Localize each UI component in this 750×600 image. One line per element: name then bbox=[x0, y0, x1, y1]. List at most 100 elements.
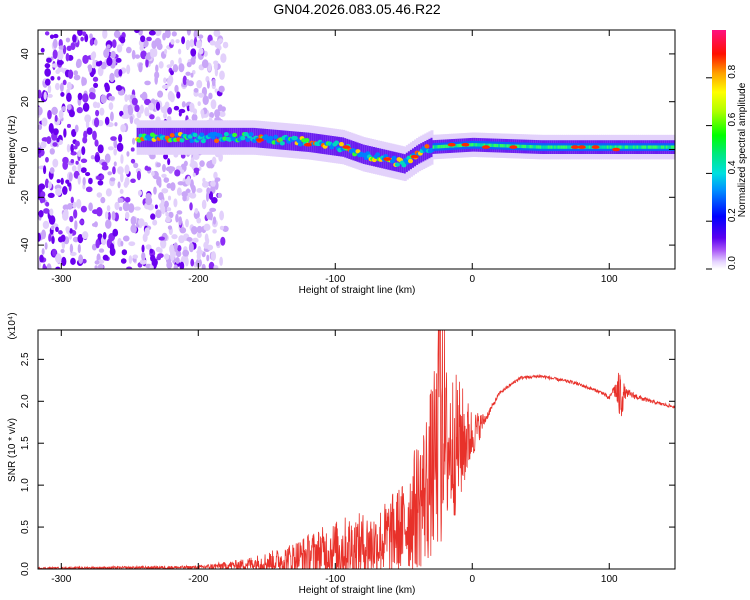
spectrogram-core-mark bbox=[646, 145, 650, 149]
spectrogram-noise-mark bbox=[124, 94, 129, 103]
spectrogram-core-mark bbox=[296, 138, 302, 143]
spectrogram-noise-mark bbox=[154, 74, 158, 85]
spectrogram-noise-mark bbox=[150, 49, 156, 58]
spectrogram-noise-mark bbox=[163, 153, 169, 160]
spectrogram-noise-mark bbox=[170, 59, 175, 66]
spectrogram-noise-mark bbox=[77, 92, 83, 101]
spectrogram-noise-mark bbox=[184, 256, 189, 267]
spectrogram-core-mark bbox=[485, 143, 489, 147]
spectrogram-noise-mark bbox=[218, 85, 225, 93]
spectrogram-core-mark bbox=[537, 145, 541, 149]
spectrogram-noise-mark bbox=[185, 218, 189, 228]
snr-x-tick-label: 100 bbox=[601, 574, 618, 585]
spectrogram-noise-mark bbox=[89, 38, 94, 46]
spectrogram-y-tick-label: 20 bbox=[20, 96, 31, 108]
spectrogram-noise-mark bbox=[93, 117, 100, 128]
spectrogram-core-mark bbox=[613, 145, 617, 149]
spectrogram-noise-mark bbox=[200, 109, 205, 119]
spectrogram-noise-mark bbox=[175, 39, 180, 44]
spectrogram-noise-mark bbox=[58, 109, 64, 119]
spectrogram-noise-mark bbox=[202, 95, 209, 106]
spectrogram-noise-mark bbox=[58, 230, 63, 235]
spectrogram-noise-mark bbox=[161, 173, 167, 178]
spectrogram-core-mark bbox=[565, 145, 569, 149]
spectrogram-noise-mark bbox=[94, 154, 101, 163]
spectrogram-noise-mark bbox=[116, 44, 123, 53]
spectrogram-core-mark bbox=[544, 145, 548, 149]
spectrogram-noise-mark bbox=[167, 76, 172, 87]
spectrogram-noise-mark bbox=[45, 201, 50, 207]
spectrogram-noise-mark bbox=[173, 264, 179, 269]
spectrogram-noise-mark bbox=[44, 63, 51, 69]
spectrogram-noise-mark bbox=[92, 76, 99, 82]
spectrogram-noise-mark bbox=[90, 52, 95, 61]
spectrogram-noise-mark bbox=[195, 40, 203, 49]
spectrogram-noise-mark bbox=[215, 177, 221, 182]
spectrogram-noise-mark bbox=[107, 171, 113, 176]
spectrogram-noise-mark bbox=[51, 236, 55, 245]
spectrogram-noise-mark bbox=[56, 137, 60, 143]
spectrogram-core-mark bbox=[245, 137, 251, 142]
spectrogram-noise-mark bbox=[164, 101, 170, 109]
spectrogram-noise-mark bbox=[106, 44, 111, 49]
spectrogram-noise-mark bbox=[130, 158, 136, 164]
spectrogram-noise-mark bbox=[97, 180, 104, 186]
spectrogram-noise-mark bbox=[73, 209, 78, 219]
spectrogram-core-mark bbox=[560, 145, 564, 149]
spectrogram-core-mark bbox=[248, 132, 254, 137]
spectrogram-core-mark bbox=[619, 145, 623, 149]
spectrogram-noise-mark bbox=[114, 122, 118, 127]
spectrogram-noise-mark bbox=[176, 187, 182, 196]
spectrogram-noise-mark bbox=[215, 240, 220, 247]
spectrogram-core-mark bbox=[524, 144, 528, 149]
spectrogram-noise-mark bbox=[185, 71, 191, 76]
spectrogram-noise-mark bbox=[80, 205, 87, 213]
spectrogram-noise-mark bbox=[190, 48, 197, 57]
snr-y-tick-label: 0.5 bbox=[20, 520, 31, 534]
spectrogram-core-mark bbox=[600, 145, 604, 149]
spectrogram-noise-mark bbox=[100, 94, 107, 104]
spectrogram-noise-mark bbox=[94, 260, 100, 265]
spectrogram-core-mark bbox=[494, 143, 498, 148]
spectrogram-noise-mark bbox=[217, 192, 223, 198]
spectrogram-band-mark bbox=[235, 127, 239, 148]
spectrogram-noise-mark bbox=[106, 205, 111, 212]
spectrogram-core-mark bbox=[498, 143, 502, 148]
spectrogram-noise-mark bbox=[180, 169, 185, 174]
spectrogram-noise-mark bbox=[190, 72, 194, 78]
spectrogram-noise-mark bbox=[77, 233, 84, 244]
spectrogram-noise-mark bbox=[190, 157, 195, 168]
spectrogram-marks bbox=[38, 30, 675, 269]
colorbar: 0.0 0.2 0.4 0.6 0.8 Normalized spectral ampl… bbox=[706, 30, 748, 270]
spectrogram-x-tick-label: -300 bbox=[51, 274, 71, 285]
spectrogram-noise-mark bbox=[75, 60, 81, 69]
spectrogram-core-mark bbox=[626, 145, 630, 149]
spectrogram-core-mark bbox=[629, 145, 633, 149]
spectrogram-noise-mark bbox=[173, 198, 178, 208]
colorbar-tick-label: 0.2 bbox=[727, 208, 738, 222]
spectrogram-noise-mark bbox=[44, 242, 48, 250]
spectrogram-core-mark bbox=[618, 145, 622, 149]
spectrogram-noise-mark bbox=[45, 156, 49, 163]
spectrogram-noise-mark bbox=[124, 164, 130, 175]
spectrogram-noise-mark bbox=[95, 239, 100, 249]
spectrogram-noise-mark bbox=[189, 39, 195, 48]
spectrogram-noise-mark bbox=[158, 236, 165, 241]
spectrogram-hot-mark bbox=[447, 142, 456, 147]
spectrogram-noise-mark bbox=[175, 250, 182, 258]
spectrogram-noise-mark bbox=[70, 196, 74, 204]
spectrogram-noise-mark bbox=[60, 234, 66, 242]
spectrogram-noise-mark bbox=[120, 124, 127, 133]
spectrogram-noise-mark bbox=[154, 204, 158, 210]
spectrogram-noise-mark bbox=[185, 178, 191, 185]
spectrogram-noise-mark bbox=[87, 64, 93, 73]
spectrogram-core-mark bbox=[424, 144, 430, 149]
spectrogram-noise-mark bbox=[160, 106, 167, 114]
spectrogram-noise-mark bbox=[210, 180, 216, 187]
spectrogram-noise-mark bbox=[196, 232, 202, 238]
spectrogram-noise-mark bbox=[210, 99, 217, 110]
spectrogram-core-mark bbox=[614, 145, 618, 149]
spectrogram-noise-mark bbox=[103, 48, 110, 58]
spectrogram-noise-mark bbox=[85, 186, 93, 193]
